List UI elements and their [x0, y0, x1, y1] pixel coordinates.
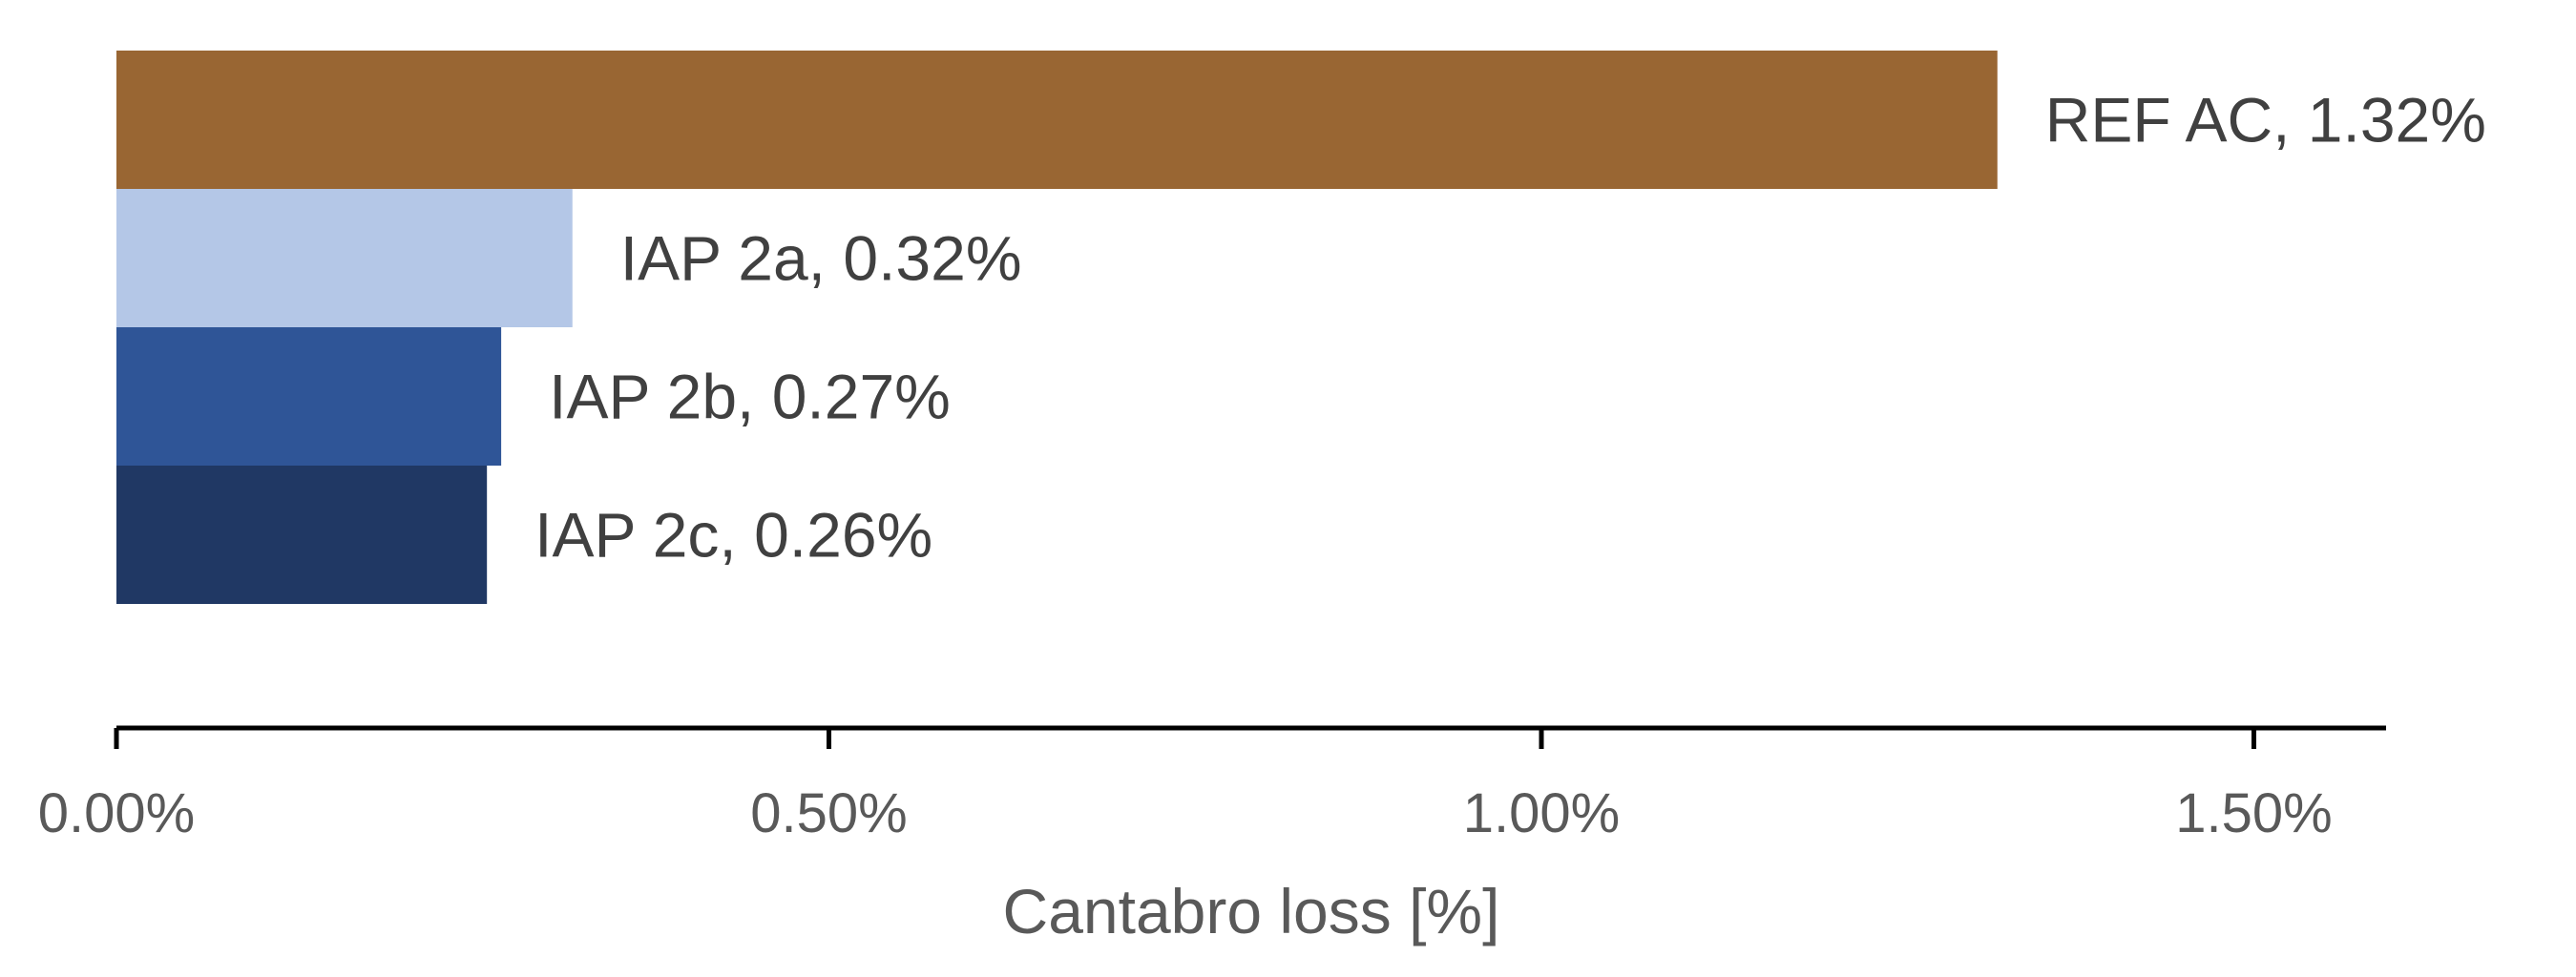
x-axis: 0.00% 0.50% 1.00% 1.50% — [38, 725, 2386, 844]
bar-ref-ac — [116, 51, 1998, 189]
bar-iap-2c — [116, 466, 488, 604]
data-label: IAP 2a, 0.32% — [620, 223, 1022, 294]
x-axis-title: Cantabro loss [%] — [1003, 876, 1500, 946]
bars-group — [116, 51, 1998, 604]
x-tick-label: 0.50% — [750, 782, 907, 844]
bar-iap-2a — [116, 189, 573, 327]
data-label: IAP 2b, 0.27% — [549, 362, 951, 432]
x-tick-label: 0.00% — [38, 782, 195, 844]
data-label: IAP 2c, 0.26% — [534, 500, 932, 571]
bar-iap-2b — [116, 327, 502, 466]
data-labels-group: REF AC, 1.32% IAP 2a, 0.32% IAP 2b, 0.27% I… — [534, 85, 2486, 571]
data-label: REF AC, 1.32% — [2045, 85, 2486, 156]
x-tick-label: 1.50% — [2175, 782, 2332, 844]
x-tick-label: 1.00% — [1463, 782, 1620, 844]
